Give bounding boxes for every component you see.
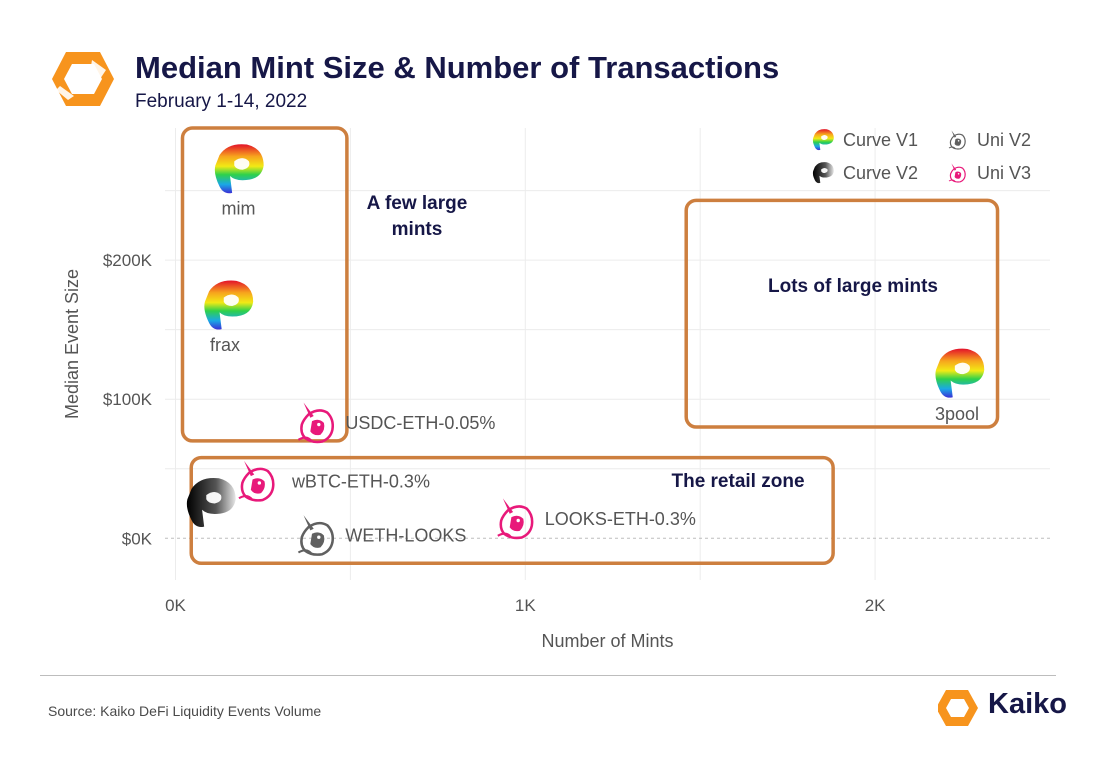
annotation-box <box>684 198 1000 429</box>
uni-v3-icon <box>948 163 966 183</box>
point-label: wBTC-ETH-0.3% <box>291 471 430 491</box>
source-note: Source: Kaiko DeFi Liquidity Events Volu… <box>48 703 322 719</box>
uni-v3-point <box>238 460 275 502</box>
x-axis-label: Number of Mints <box>541 631 673 651</box>
x-tick-label: 0K <box>165 596 186 615</box>
curve-v1-point <box>935 348 985 398</box>
chart-title: Median Mint Size & Number of Transaction… <box>135 50 780 85</box>
annotation-text: The retail zone <box>671 471 804 492</box>
curve-v1-point <box>214 144 264 194</box>
point-label: WETH-LOOKS <box>345 525 466 545</box>
legend-label: Uni V2 <box>977 130 1031 150</box>
curve-v1-icon <box>812 129 834 151</box>
uni-v2-point <box>297 515 335 556</box>
footer-divider <box>40 675 1056 676</box>
annotation-text: Lots of large mints <box>768 276 938 297</box>
point-label: 3pool <box>935 404 979 424</box>
chart-subtitle: February 1-14, 2022 <box>135 91 308 112</box>
kaiko-logo-icon <box>52 52 114 106</box>
point-label: USDC-ETH-0.05% <box>345 413 495 433</box>
uni-v3-point <box>297 402 335 444</box>
x-tick-label: 2K <box>865 596 886 615</box>
curve-v1-point <box>204 280 254 330</box>
uni-v2-icon <box>948 130 966 150</box>
y-tick-label: $100K <box>103 390 153 409</box>
point-label: mim <box>221 199 255 219</box>
y-axis-label: Median Event Size <box>62 269 82 419</box>
annotation-text: A few large <box>367 193 468 214</box>
x-tick-label: 1K <box>515 596 536 615</box>
legend-label: Uni V3 <box>977 163 1031 183</box>
annotation-text: mints <box>392 219 443 240</box>
y-tick-label: $200K <box>103 251 153 270</box>
curve-v2-icon <box>812 162 834 184</box>
point-label: frax <box>210 335 240 355</box>
uni-v3-point <box>497 498 534 540</box>
brand-wordmark: Kaiko <box>988 688 1067 720</box>
curve-v2-point <box>186 478 236 528</box>
annotation-box <box>180 126 349 443</box>
legend-label: Curve V1 <box>843 130 918 150</box>
legend-label: Curve V2 <box>843 163 918 183</box>
y-tick-label: $0K <box>122 529 153 548</box>
kaiko-brand-icon <box>938 690 978 726</box>
point-label: LOOKS-ETH-0.3% <box>545 509 696 529</box>
scatter-chart: 0K 1K 2K $0K $100K $200K Number of Mints Median… <box>62 126 1050 651</box>
